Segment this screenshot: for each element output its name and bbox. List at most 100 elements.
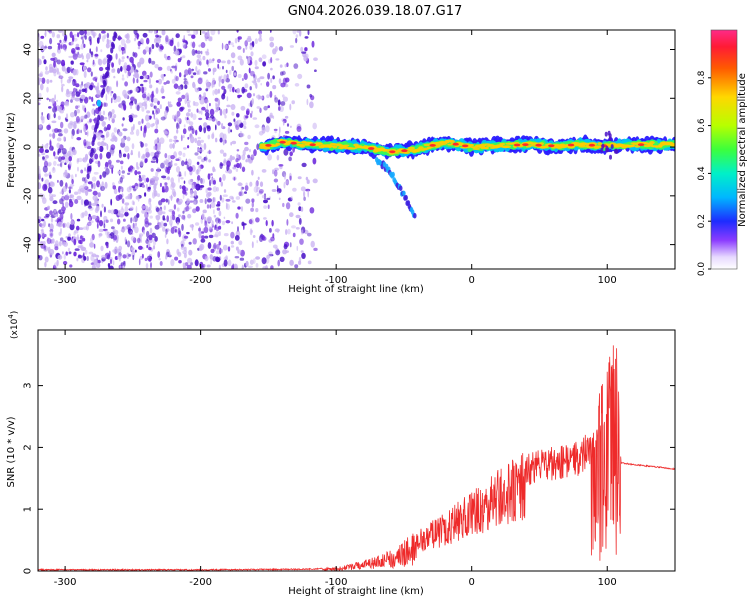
heatmap-speckle [80, 244, 84, 251]
heatmap-speckle [242, 120, 247, 127]
heatmap-speckle [61, 65, 66, 72]
heatmap-speckle [106, 151, 111, 159]
heatmap-speckle [49, 231, 54, 238]
heatmap-speckle [84, 30, 87, 36]
heatmap-speckle [180, 106, 185, 111]
heatmap-speckle [170, 227, 175, 234]
heatmap-speckle [140, 83, 144, 87]
heatmap-speckle [219, 194, 222, 201]
heatmap-speckle [150, 168, 154, 172]
heatmap-peak-blob [429, 144, 436, 147]
heatmap-speckle [83, 96, 89, 104]
heatmap-speckle [117, 67, 121, 74]
heatmap-speckle [104, 181, 108, 189]
heatmap-speckle [63, 241, 68, 247]
heatmap-speckle [85, 223, 89, 231]
heatmap-speckle [185, 41, 189, 45]
heatmap-speckle [183, 235, 189, 239]
heatmap-speckle [95, 254, 100, 258]
heatmap-speckle [307, 232, 312, 237]
heatmap-speckle [140, 155, 146, 160]
heatmap-speckle [113, 75, 116, 79]
heatmap-speckle [224, 114, 227, 119]
heatmap-speckle [187, 257, 193, 264]
heatmap-speckle [140, 125, 143, 132]
heatmap-speckle [278, 106, 281, 111]
heatmap-speckle [171, 37, 174, 43]
heatmap-speckle [243, 125, 247, 130]
heatmap-speckle [221, 78, 225, 84]
heatmap-speckle [51, 68, 57, 74]
heatmap-speckle [113, 209, 119, 215]
heatmap-speckle [77, 166, 79, 172]
heatmap-speckle [68, 76, 74, 80]
heatmap-speckle [96, 222, 99, 229]
heatmap-speckle [159, 261, 163, 266]
heatmap-streak-blob [109, 54, 113, 61]
heatmap-speckle [209, 254, 213, 260]
heatmap-speckle [196, 54, 201, 59]
heatmap-speckle [269, 114, 274, 119]
heatmap-speckle [102, 58, 107, 65]
heatmap-speckle [152, 122, 155, 127]
snr-scale-prefix: (x10 [10, 318, 20, 339]
heatmap-speckle [73, 238, 77, 246]
heatmap-speckle [195, 206, 200, 212]
heatmap-burst-blob [609, 154, 612, 160]
spectrogram-xtick-label: -100 [325, 275, 348, 286]
heatmap-speckle [77, 157, 83, 163]
heatmap-speckle [76, 225, 80, 231]
heatmap-speckle [156, 193, 161, 198]
heatmap-speckle [88, 84, 94, 91]
heatmap-speckle [236, 162, 240, 169]
heatmap-speckle [138, 245, 143, 250]
heatmap-speckle [69, 194, 73, 199]
heatmap-speckle [253, 74, 257, 82]
heatmap-speckle [88, 36, 92, 42]
heatmap-speckle [149, 46, 152, 52]
heatmap-speckle [53, 209, 57, 213]
heatmap-speckle [48, 182, 51, 188]
heatmap-speckle [261, 257, 267, 265]
heatmap-speckle [99, 174, 102, 180]
heatmap-speckle [182, 210, 185, 214]
heatmap-speckle [101, 30, 106, 34]
heatmap-speckle [129, 89, 133, 94]
heatmap-speckle [247, 57, 250, 65]
heatmap-ridge-blob [483, 146, 490, 150]
heatmap-speckle [295, 227, 300, 230]
heatmap-speckle [200, 178, 205, 185]
heatmap-speckle [71, 81, 75, 86]
heatmap-speckle [73, 251, 77, 257]
heatmap-speckle [270, 67, 273, 71]
heatmap-speckle [110, 90, 112, 97]
heatmap-speckle [46, 86, 49, 93]
heatmap-speckle [170, 259, 175, 267]
heatmap-speckle [148, 257, 152, 262]
heatmap-speckle [265, 220, 268, 227]
heatmap-speckle [120, 38, 126, 46]
heatmap-speckle [198, 227, 201, 232]
heatmap-speckle [236, 149, 240, 152]
heatmap-speckle [118, 44, 122, 52]
heatmap-speckle [187, 33, 192, 37]
heatmap-speckle [173, 204, 177, 210]
heatmap-speckle [121, 77, 125, 81]
heatmap-speckle [208, 149, 211, 155]
heatmap-speckle [209, 114, 215, 119]
heatmap-speckle [131, 126, 134, 133]
heatmap-speckle [202, 264, 206, 268]
heatmap-speckle [312, 178, 318, 184]
heatmap-speckle [206, 48, 209, 53]
heatmap-speckle [261, 54, 267, 59]
heatmap-speckle [131, 185, 136, 188]
heatmap-speckle [183, 147, 187, 150]
heatmap-speckle [204, 220, 208, 227]
heatmap-speckle [120, 137, 125, 144]
heatmap-speckle [136, 78, 139, 84]
heatmap-speckle [117, 37, 123, 40]
snr-scale-factor: (x104) [7, 311, 20, 339]
heatmap-speckle [75, 88, 78, 94]
heatmap-speckle [249, 86, 252, 91]
heatmap-speckle [52, 200, 58, 205]
